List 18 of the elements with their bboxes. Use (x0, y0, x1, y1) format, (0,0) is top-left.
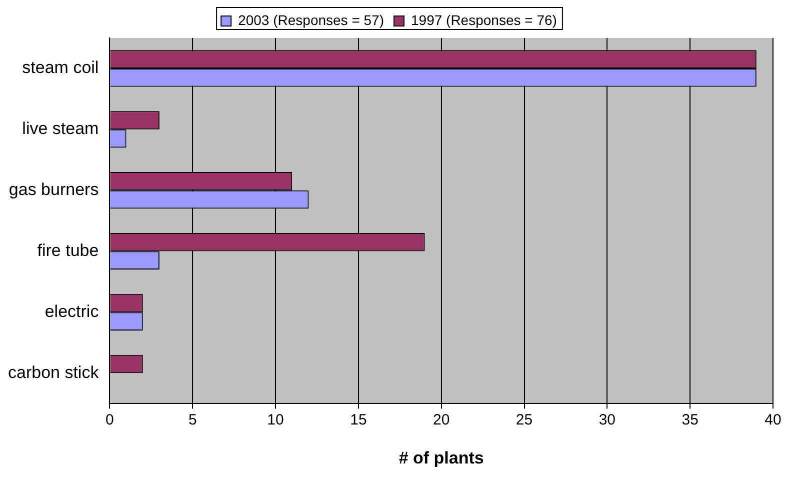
legend-label: 1997 (Responses = 76) (411, 12, 557, 28)
x-tick-label: 30 (598, 412, 616, 429)
x-axis-title: # of plants (398, 448, 484, 468)
x-tick-label: 40 (764, 412, 782, 429)
x-tick-label: 10 (267, 412, 284, 429)
y-tick-label: live steam (22, 119, 99, 138)
x-tick-label: 15 (350, 412, 367, 429)
legend-label: 2003 (Responses = 57) (238, 12, 384, 28)
x-tick-label: 25 (516, 412, 533, 429)
x-tick-label: 20 (433, 412, 450, 429)
y-tick-label: gas burners (8, 180, 99, 200)
y-tick-label: carbon stick (8, 362, 100, 382)
y-tick-label: steam coil (22, 58, 99, 78)
x-tick-label: 0 (106, 412, 114, 429)
y-tick-label: fire tube (37, 240, 99, 260)
y-tick-label: electric (44, 302, 100, 321)
x-tick-label: 5 (188, 412, 197, 429)
x-tick-label: 35 (682, 412, 698, 429)
